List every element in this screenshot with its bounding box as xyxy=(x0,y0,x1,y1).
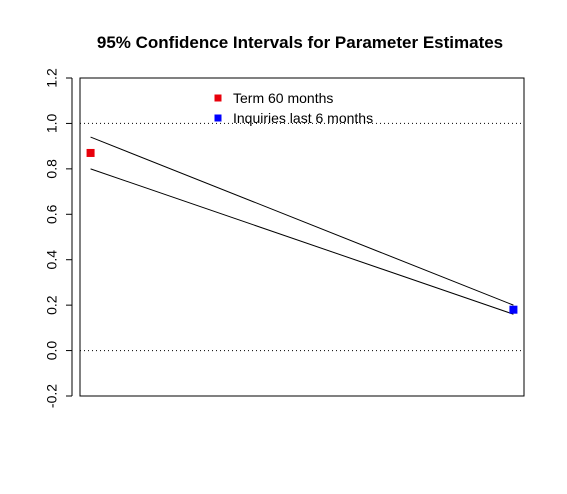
y-tick-label: -0.2 xyxy=(44,384,60,408)
chart-title: 95% Confidence Intervals for Parameter E… xyxy=(97,33,503,52)
legend-label: Inquiries last 6 months xyxy=(233,110,373,126)
interval-lines xyxy=(90,136,514,315)
estimate-point-2 xyxy=(509,305,518,314)
plot-frame xyxy=(79,77,525,397)
y-tick-label: 1.2 xyxy=(44,68,60,88)
legend: Term 60 months Inquiries last 6 months xyxy=(214,90,373,126)
interval-line-upper xyxy=(90,136,514,306)
y-tick-label: 0.8 xyxy=(44,159,60,179)
legend-swatch xyxy=(214,114,222,122)
y-axis: -0.2 0.0 0.2 0.4 0.6 0.8 1.0 1.2 xyxy=(44,68,73,408)
y-tick-label: 0.0 xyxy=(44,341,60,361)
y-tick-label: 1.0 xyxy=(44,113,60,133)
y-tick-label: 0.2 xyxy=(44,295,60,315)
interval-line-lower xyxy=(90,168,514,315)
legend-swatch xyxy=(214,94,222,102)
estimate-points xyxy=(86,148,518,314)
y-tick-label: 0.4 xyxy=(44,250,60,270)
reference-lines xyxy=(80,122,524,352)
legend-label: Term 60 months xyxy=(233,90,333,106)
estimate-point-1 xyxy=(86,148,95,157)
y-tick-label: 0.6 xyxy=(44,204,60,224)
